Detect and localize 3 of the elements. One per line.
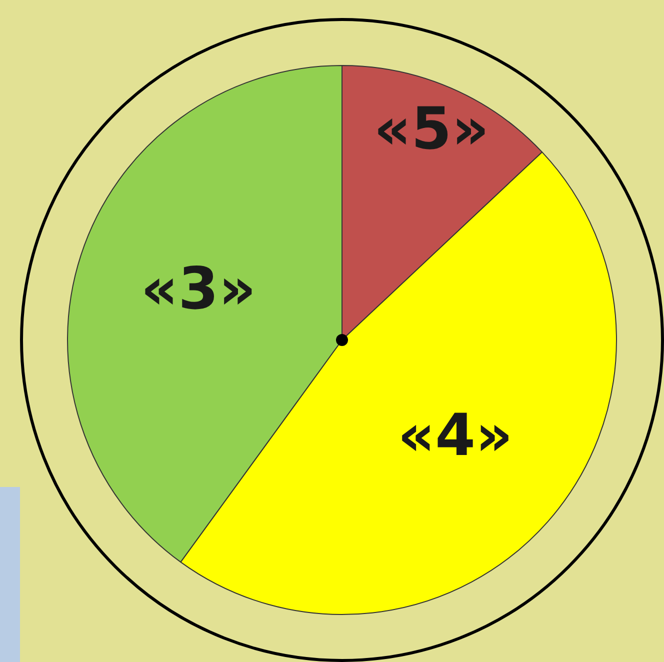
slice-label: «3» (140, 254, 256, 322)
slice-label: «5» (374, 94, 490, 162)
slice-label: «4» (398, 400, 513, 469)
